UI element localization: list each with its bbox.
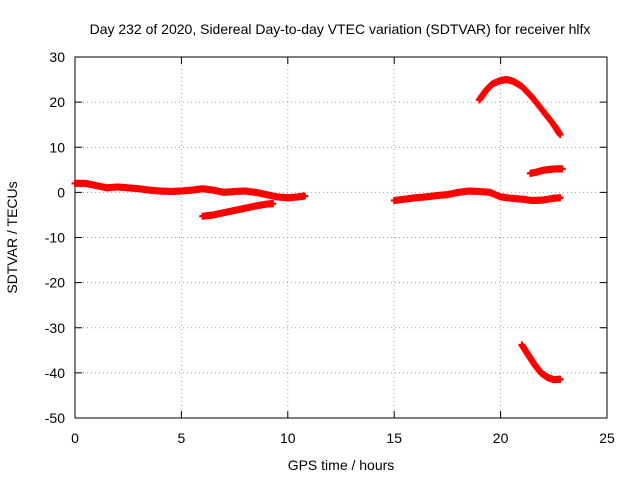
x-axis: 0 5 10 15 20 25 xyxy=(71,57,615,446)
series-5 xyxy=(526,165,566,177)
y-tick-label: -40 xyxy=(45,365,65,381)
y-tick-label: -10 xyxy=(45,230,65,246)
x-tick-label: 10 xyxy=(280,430,296,446)
chart-title: Day 232 of 2020, Sidereal Day-to-day VTE… xyxy=(90,21,591,37)
y-tick-label: -50 xyxy=(45,410,65,426)
y-tick-label: -20 xyxy=(45,275,65,291)
data-point xyxy=(556,375,564,383)
data-point xyxy=(301,192,309,200)
series-1 xyxy=(71,179,309,202)
x-tick-label: 5 xyxy=(178,430,186,446)
data-point xyxy=(556,194,564,202)
y-tick-label: 0 xyxy=(57,184,65,200)
y-tick-label: 20 xyxy=(49,94,65,110)
data-point xyxy=(269,200,277,208)
x-tick-label: 20 xyxy=(493,430,509,446)
x-tick-label: 15 xyxy=(386,430,402,446)
y-tick-label: 30 xyxy=(49,49,65,65)
grid-lines xyxy=(75,57,607,418)
series-2 xyxy=(199,200,277,220)
data-point xyxy=(556,131,564,139)
data-points xyxy=(71,76,566,384)
data-point xyxy=(558,165,566,173)
y-tick-label: -30 xyxy=(45,320,65,336)
y-axis: 30 20 10 0 -10 -20 -30 -40 -50 xyxy=(45,49,607,426)
y-axis-title: SDTVAR / TECUs xyxy=(4,181,20,293)
series-3 xyxy=(390,187,564,204)
x-tick-label: 25 xyxy=(599,430,615,446)
x-axis-title: GPS time / hours xyxy=(288,457,395,473)
series-4 xyxy=(475,76,564,139)
series-6 xyxy=(518,341,564,384)
y-tick-label: 10 xyxy=(49,139,65,155)
x-tick-label: 0 xyxy=(71,430,79,446)
